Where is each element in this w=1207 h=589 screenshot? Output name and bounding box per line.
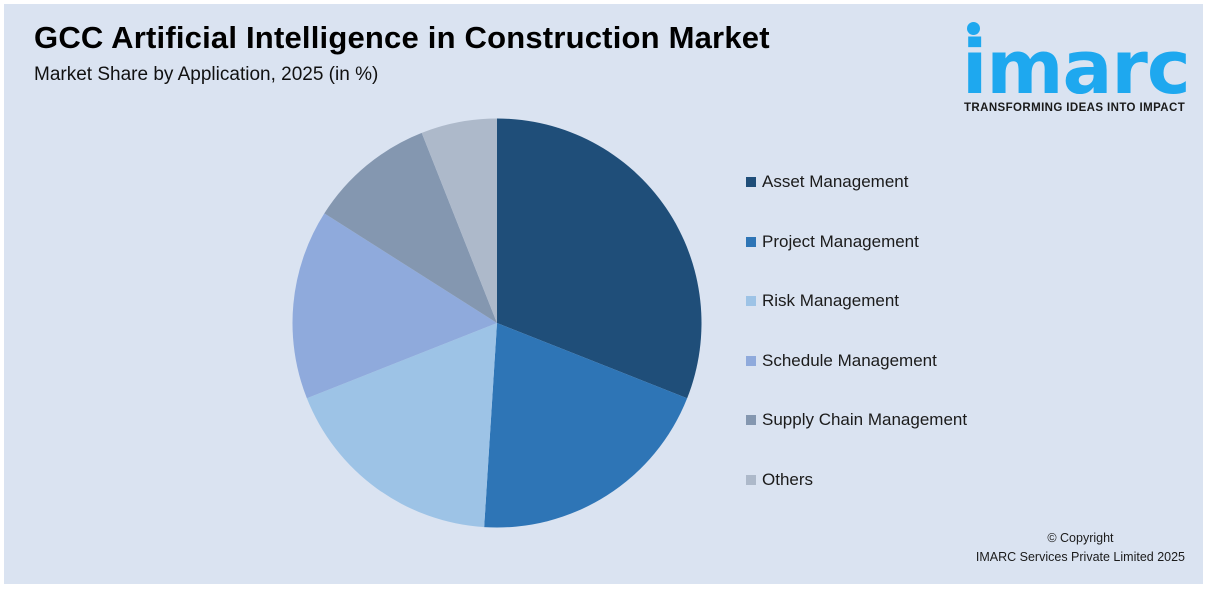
legend-label: Supply Chain Management bbox=[762, 410, 968, 430]
imarc-logo: imarc TRANSFORMING IDEAS INTO IMPACT bbox=[960, 14, 1196, 124]
legend-swatch-icon bbox=[746, 475, 756, 485]
pie-slice-project-management bbox=[484, 323, 688, 528]
pie-chart bbox=[292, 118, 702, 528]
pie-slice-supply-chain-management bbox=[324, 132, 497, 323]
legend-swatch-icon bbox=[746, 236, 756, 247]
chart-panel: GCC Artificial Intelligence in Construct… bbox=[4, 4, 1203, 584]
logo-tagline: TRANSFORMING IDEAS INTO IMPACT bbox=[964, 102, 1186, 114]
legend-label: Others bbox=[762, 470, 814, 489]
legend-item: Schedule Management bbox=[746, 351, 937, 371]
legend-item: Supply Chain Management bbox=[746, 410, 967, 430]
legend-label: Project Management bbox=[762, 231, 919, 251]
legend-label: Asset Management bbox=[762, 172, 909, 191]
pie-slice-asset-management bbox=[497, 118, 702, 399]
pie-slice-others bbox=[421, 118, 497, 323]
legend-item: Asset Management bbox=[746, 172, 908, 192]
legend-item: Others bbox=[746, 470, 813, 490]
legend-swatch-icon bbox=[746, 296, 756, 307]
legend-item: Risk Management bbox=[746, 291, 899, 311]
legend-item: Project Management bbox=[746, 232, 919, 252]
legend-label: Schedule Management bbox=[762, 350, 937, 370]
copyright-notice: © Copyright IMARC Services Private Limit… bbox=[976, 529, 1185, 567]
pie-slice-schedule-management bbox=[292, 213, 497, 399]
logo-dot-icon bbox=[967, 22, 980, 35]
legend-swatch-icon bbox=[746, 415, 756, 426]
legend-swatch-icon bbox=[746, 177, 756, 187]
legend-label: Risk Management bbox=[762, 291, 900, 311]
chart-subtitle: Market Share by Application, 2025 (in %) bbox=[34, 64, 379, 85]
legend-swatch-icon bbox=[746, 355, 756, 366]
pie-slice-risk-management bbox=[306, 323, 497, 528]
logo-wordmark: imarc bbox=[962, 25, 1191, 111]
copyright-line-1: © Copyright bbox=[1047, 531, 1114, 545]
copyright-line-2: IMARC Services Private Limited 2025 bbox=[975, 550, 1185, 564]
chart-title: GCC Artificial Intelligence in Construct… bbox=[34, 20, 770, 55]
